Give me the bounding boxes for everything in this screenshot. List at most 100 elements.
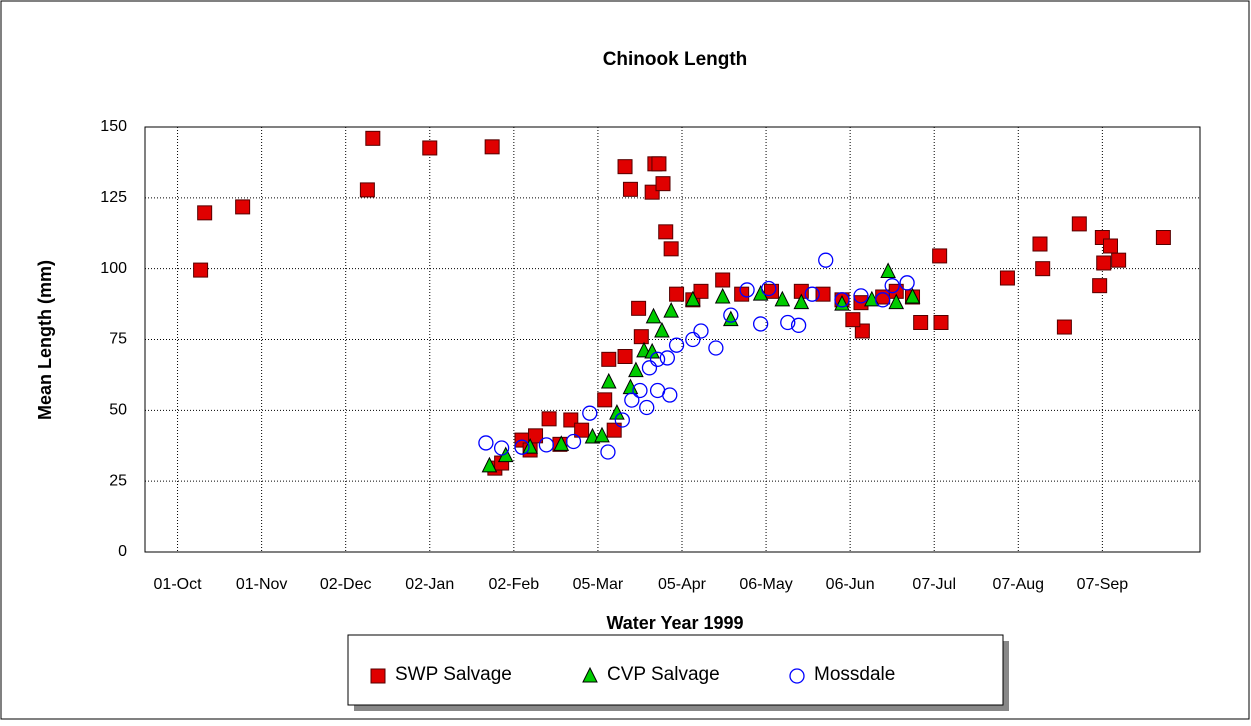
marker: [359, 182, 375, 198]
y-tick-label: 75: [109, 331, 127, 348]
marker: [628, 361, 644, 378]
x-tick-label: 07-Aug: [992, 576, 1044, 593]
marker: [641, 360, 658, 376]
marker: [601, 351, 617, 367]
marker: [541, 411, 557, 427]
marker: [899, 275, 915, 291]
marker: [193, 262, 209, 278]
x-tick-label: 07-Jul: [912, 576, 956, 593]
marker: [622, 181, 638, 197]
marker: [818, 252, 834, 268]
marker: [1103, 238, 1119, 254]
x-tick-label: 02-Jan: [405, 576, 454, 593]
x-tick-label: 05-Mar: [573, 576, 624, 593]
marker: [235, 199, 251, 215]
marker: [606, 422, 622, 438]
marker: [609, 404, 625, 420]
marker: [594, 426, 610, 443]
marker: [708, 340, 724, 356]
marker: [553, 435, 570, 451]
marker: [645, 307, 662, 324]
marker: [632, 382, 648, 399]
x-tick-label: 07-Sep: [1077, 576, 1129, 593]
marker: [617, 349, 633, 364]
marker: [600, 444, 616, 460]
x-tick-label: 06-May: [739, 576, 792, 593]
marker: [693, 323, 709, 339]
marker: [933, 315, 949, 330]
marker: [644, 342, 660, 359]
marker: [999, 270, 1015, 286]
marker: [880, 262, 896, 278]
marker: [789, 668, 805, 684]
marker: [565, 433, 582, 450]
marker: [617, 159, 633, 175]
chart-title: Chinook Length: [603, 49, 748, 70]
legend-label: CVP Salvage: [607, 664, 720, 685]
plot-border: [144, 126, 1201, 553]
marker: [663, 241, 679, 257]
marker: [481, 456, 498, 473]
x-axis-label: Water Year 1999: [606, 613, 743, 633]
marker: [597, 392, 613, 408]
marker: [715, 272, 731, 288]
marker: [1056, 319, 1072, 335]
legend-label: SWP Salvage: [395, 664, 512, 685]
marker: [685, 331, 701, 348]
y-tick-label: 100: [100, 260, 127, 277]
marker: [663, 302, 679, 318]
y-axis-label: Mean Length (mm): [35, 260, 55, 420]
y-tick-label: 50: [109, 402, 127, 419]
marker: [714, 287, 731, 304]
marker: [493, 440, 510, 456]
marker: [514, 439, 530, 455]
marker: [723, 310, 739, 327]
marker: [834, 292, 850, 308]
marker: [1071, 216, 1087, 232]
marker: [639, 399, 655, 416]
marker: [658, 224, 674, 240]
marker: [904, 287, 921, 304]
marker: [854, 323, 870, 339]
marker: [693, 283, 709, 299]
marker: [651, 156, 667, 172]
legend: [347, 634, 1004, 706]
marker: [845, 312, 861, 328]
marker: [649, 351, 666, 367]
marker: [780, 314, 796, 331]
marker: [574, 422, 590, 438]
marker: [774, 290, 791, 307]
marker: [1096, 255, 1112, 271]
marker: [538, 437, 555, 453]
marker: [655, 176, 671, 192]
marker: [522, 438, 538, 454]
marker: [370, 668, 386, 684]
y-tick-label: 150: [100, 118, 127, 135]
marker: [763, 283, 779, 299]
marker: [631, 300, 647, 316]
y-tick-label: 0: [118, 543, 127, 560]
marker: [752, 316, 769, 332]
marker: [804, 286, 820, 302]
x-tick-label: 01-Oct: [154, 576, 203, 593]
marker: [685, 290, 701, 307]
marker: [582, 405, 598, 421]
marker: [669, 286, 685, 302]
marker: [654, 321, 670, 338]
marker: [793, 293, 810, 310]
marker: [1155, 230, 1171, 245]
x-tick-label: 05-Apr: [658, 576, 707, 593]
marker: [739, 282, 755, 298]
marker: [888, 293, 905, 310]
x-tick-label: 02-Dec: [320, 576, 372, 593]
marker: [600, 372, 617, 389]
marker: [853, 288, 869, 304]
marker: [624, 392, 640, 408]
marker: [1111, 252, 1127, 268]
marker: [1032, 236, 1048, 252]
marker: [582, 666, 598, 683]
marker: [422, 140, 438, 156]
legend-label: Mossdale: [814, 664, 895, 685]
marker: [662, 387, 678, 403]
